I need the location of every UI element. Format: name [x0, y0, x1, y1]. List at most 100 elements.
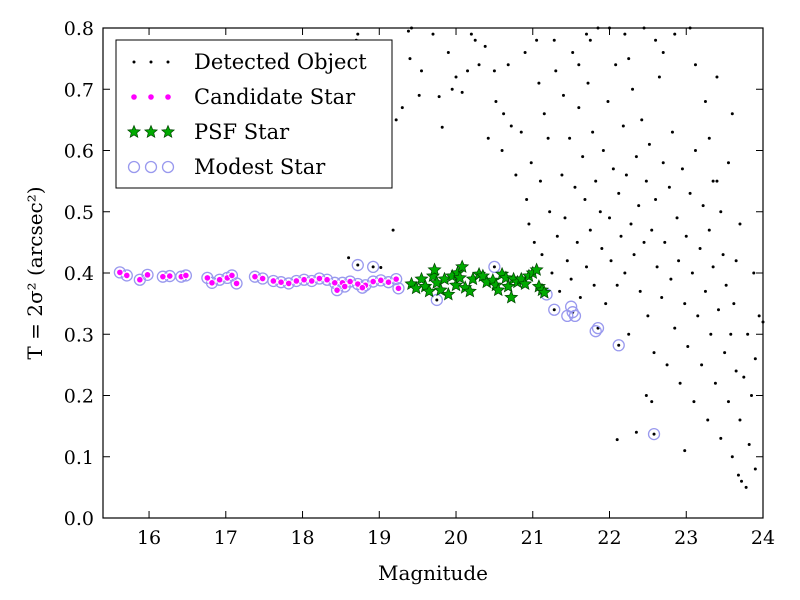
- candidate-star-point: [228, 271, 236, 280]
- legend-symbol-candidate: [130, 93, 172, 101]
- detected-object-point: [608, 216, 612, 220]
- detected-object-point: [736, 473, 740, 477]
- psf-star-point: [537, 285, 552, 299]
- psf-star-point: [504, 290, 519, 304]
- candidate-star-point: [333, 286, 341, 294]
- psf-star-point: [455, 259, 470, 273]
- detected-object-point: [753, 357, 757, 361]
- modest-star-point: [230, 277, 243, 290]
- detected-object-point: [492, 69, 496, 73]
- detected-object-point: [752, 271, 756, 275]
- detected-object-point: [673, 32, 677, 36]
- axis-ticks: 16 17 18 19 20 21 22 23 24 0.0 0.1 0.2 0.3 0.4 0.5 0.6 0…: [64, 18, 775, 549]
- detected-object-point: [548, 210, 552, 214]
- detected-object-point: [729, 332, 733, 336]
- detected-object-point: [709, 332, 713, 336]
- detected-object-point: [680, 167, 684, 171]
- candidate-star-point: [308, 277, 316, 285]
- detected-object-point: [734, 259, 738, 263]
- candidate-star-point: [259, 274, 267, 283]
- detected-object-point: [469, 32, 473, 36]
- detected-object-point: [644, 179, 648, 183]
- detected-object-point: [586, 81, 590, 85]
- detected-object-point: [683, 302, 687, 306]
- detected-object-point: [577, 106, 581, 110]
- psf-star-point: [427, 262, 442, 276]
- psf-star-marks: [404, 259, 552, 304]
- detected-object-point: [394, 118, 398, 122]
- detected-object-point: [617, 343, 621, 347]
- candidate-star-point: [323, 276, 331, 284]
- detected-object-point: [502, 112, 506, 116]
- detected-object-point: [379, 265, 383, 269]
- psf-star-point: [501, 279, 516, 293]
- detected-object-point: [703, 100, 707, 103]
- detected-object-point: [744, 485, 748, 489]
- candidate-star-point: [143, 271, 152, 279]
- detected-object-point: [715, 179, 719, 183]
- x-tick-label: 23: [674, 527, 698, 549]
- psf-star-point: [441, 287, 456, 301]
- candidate-star-point: [208, 279, 216, 287]
- detected-object-point: [621, 124, 625, 128]
- x-tick-label: 17: [214, 527, 238, 549]
- psf-star-point: [422, 283, 437, 298]
- legend-marker: [127, 160, 141, 174]
- detected-object-point: [623, 271, 627, 275]
- detected-object-point: [552, 38, 556, 42]
- candidate-star-point: [269, 277, 277, 285]
- detected-object-point: [730, 112, 734, 116]
- detected-object-point: [606, 100, 610, 103]
- detected-object-point: [486, 136, 490, 140]
- detected-object-point: [713, 381, 717, 385]
- modest-star-point: [568, 309, 582, 323]
- candidate-star-point: [159, 273, 167, 281]
- detected-object-point: [661, 161, 665, 165]
- modest-star-point: [488, 260, 501, 274]
- detected-object-point: [669, 277, 673, 281]
- detected-object-point: [523, 51, 527, 54]
- detected-object-point: [646, 314, 650, 318]
- detected-object-point: [701, 204, 705, 208]
- x-axis-label: Magnitude: [378, 561, 488, 585]
- detected-object-point: [584, 265, 588, 269]
- detected-object-point: [667, 185, 671, 189]
- detected-object-point: [707, 228, 711, 232]
- detected-object-point: [577, 63, 581, 67]
- detected-object-point: [615, 438, 619, 442]
- detected-object-point: [696, 314, 700, 318]
- detected-object-point: [665, 363, 669, 367]
- detected-object-point: [654, 38, 658, 42]
- detected-object-point: [647, 142, 651, 146]
- legend-marker: [147, 93, 155, 101]
- detected-object-point: [446, 51, 450, 54]
- legend-label-psf: PSF Star: [194, 120, 290, 144]
- detected-object-point: [634, 430, 638, 434]
- detected-object-point: [673, 326, 677, 330]
- detected-object-point: [746, 332, 750, 336]
- candidate-star-point: [123, 271, 131, 280]
- detected-object-point: [740, 479, 744, 483]
- detected-object-point: [356, 32, 360, 36]
- detected-object-point: [431, 32, 435, 36]
- x-tick-label: 20: [444, 527, 468, 549]
- candidate-star-point: [358, 284, 366, 292]
- legend-label-modest: Modest Star: [194, 155, 326, 179]
- psf-star-point: [529, 262, 544, 276]
- candidate-star-marks: [116, 268, 403, 294]
- detected-object-point: [652, 432, 656, 436]
- detected-object-point: [615, 283, 619, 287]
- modest-star-point: [366, 260, 380, 274]
- candidate-star-point: [315, 274, 324, 283]
- detected-object-point: [690, 271, 694, 275]
- detected-object-point: [632, 253, 636, 257]
- detected-object-point: [619, 234, 623, 238]
- candidate-star-point: [277, 278, 285, 286]
- detected-object-point: [578, 296, 582, 299]
- legend-marker: [161, 160, 175, 174]
- modest-star-marks: [113, 258, 661, 441]
- detected-object-point: [454, 75, 458, 79]
- detected-object-point: [663, 240, 667, 244]
- legend-marker: [132, 60, 136, 64]
- detected-object-point: [723, 351, 727, 355]
